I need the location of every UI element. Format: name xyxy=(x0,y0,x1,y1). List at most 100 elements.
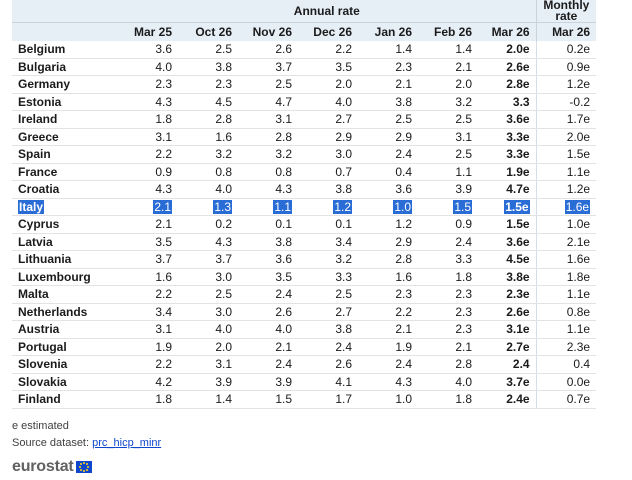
cell-value: 1.7 xyxy=(335,392,352,407)
annual-value-cell: 3.8 xyxy=(298,320,358,339)
monthly-value-cell: 1.1e xyxy=(535,320,597,339)
cell-value: 3.7 xyxy=(215,252,232,267)
annual-value-cell: 2.8 xyxy=(238,128,298,146)
cell-value: 1.0 xyxy=(393,199,412,214)
annual-value-cell: 2.1 xyxy=(358,75,418,94)
annual-value-cell: 3.5 xyxy=(118,233,178,251)
cell-value: 1.0e xyxy=(566,217,591,232)
annual-value-cell: 3.7 xyxy=(118,250,178,269)
annual-value-cell: 3.3 xyxy=(478,93,537,111)
monthly-value-cell: 0.4 xyxy=(535,355,597,374)
country-name: Finland xyxy=(18,392,61,407)
annual-value-cell: 2.1 xyxy=(118,215,178,234)
country-cell: Estonia xyxy=(12,93,118,111)
annual-value-cell: 3.1 xyxy=(118,128,178,146)
country-cell: Croatia xyxy=(12,180,118,199)
cell-value: 2.3 xyxy=(395,287,412,302)
annual-value-cell: 2.6 xyxy=(238,303,298,321)
cell-value: 0.1 xyxy=(275,217,292,232)
table-footer: e estimated Source dataset: prc_hicp_min… xyxy=(12,418,161,452)
annual-value-cell: 1.8 xyxy=(118,110,178,129)
annual-value-cell: 1.2 xyxy=(358,215,418,234)
annual-value-cell: 2.5 xyxy=(418,110,478,129)
annual-value-cell: 3.0 xyxy=(178,303,238,321)
cell-value: 2.2 xyxy=(155,287,172,302)
annual-value-cell: 1.0 xyxy=(358,198,418,216)
annual-value-cell: 1.4 xyxy=(178,390,238,409)
cell-value: 4.0 xyxy=(155,59,172,74)
annual-value-cell: 2.0e xyxy=(478,41,537,59)
table-row: Belgium 3.6 2.5 2.6 2.2 1.4 1.4 2.0e 0.2e xyxy=(12,41,597,59)
cell-value: 1.6e xyxy=(566,252,591,267)
cell-value: 2.2 xyxy=(395,304,412,319)
cell-value: 1.2e xyxy=(566,77,591,92)
annual-rate-header: Annual rate xyxy=(118,0,537,23)
cell-value: 2.0e xyxy=(506,42,530,57)
country-name: Slovakia xyxy=(18,374,67,389)
monthly-value-cell: 1.2e xyxy=(535,180,597,199)
country-name: Lithuania xyxy=(18,252,72,267)
cell-value: 3.0 xyxy=(335,147,352,162)
cell-value: 2.4 xyxy=(395,357,412,372)
country-name: Greece xyxy=(18,129,59,144)
cell-value: 4.5 xyxy=(215,94,232,109)
cell-value: 1.5 xyxy=(275,392,292,407)
annual-value-cell: 2.5 xyxy=(358,110,418,129)
monthly-value-cell: 1.1e xyxy=(535,285,597,304)
monthly-value-cell: 1.8e xyxy=(535,268,597,286)
cell-value: 2.5 xyxy=(455,112,472,127)
cell-value: 1.6 xyxy=(395,269,412,284)
annual-value-cell: 3.6e xyxy=(478,110,537,129)
annual-value-cell: 1.0 xyxy=(358,390,418,409)
source-dataset-link[interactable]: prc_hicp_minr xyxy=(92,437,162,449)
cell-value: 2.4 xyxy=(275,357,292,372)
cell-value: 3.1 xyxy=(155,322,172,337)
cell-value: 0.2e xyxy=(566,42,591,57)
annual-col-header: Dec 26 xyxy=(298,22,358,41)
annual-value-cell: 3.8e xyxy=(478,268,537,286)
annual-value-cell: 4.5e xyxy=(478,250,537,269)
annual-value-cell: 4.0 xyxy=(178,180,238,199)
country-cell: Belgium xyxy=(12,41,118,59)
table-row: Bulgaria 4.0 3.8 3.7 3.5 2.3 2.1 2.6e 0.9e xyxy=(12,58,597,76)
annual-value-cell: 4.2 xyxy=(118,373,178,391)
country-name: Ireland xyxy=(18,112,58,127)
cell-value: 3.6 xyxy=(155,42,172,57)
cell-value: 0.9 xyxy=(455,217,472,232)
cell-value: 1.8e xyxy=(566,269,591,284)
country-cell: Finland xyxy=(12,390,118,409)
annual-value-cell: 1.3 xyxy=(178,198,238,216)
table-row: Finland 1.8 1.4 1.5 1.7 1.0 1.8 2.4e 0.7e xyxy=(12,390,597,409)
cell-value: 0.0e xyxy=(566,374,591,389)
annual-value-cell: 2.0 xyxy=(418,75,478,94)
annual-value-cell: 0.8 xyxy=(178,163,238,181)
cell-value: 2.4 xyxy=(335,339,352,354)
annual-value-cell: 4.3 xyxy=(118,93,178,111)
annual-value-cell: 2.5 xyxy=(298,285,358,304)
cell-value: 4.3 xyxy=(155,182,172,197)
annual-value-cell: 2.7 xyxy=(298,303,358,321)
annual-value-cell: 3.3e xyxy=(478,128,537,146)
cell-value: 4.0 xyxy=(275,322,292,337)
cell-value: 3.6 xyxy=(275,252,292,267)
annual-value-cell: 2.9 xyxy=(358,128,418,146)
cell-value: 0.8e xyxy=(566,304,591,319)
annual-value-cell: 2.6 xyxy=(238,41,298,59)
cell-value: 1.2e xyxy=(566,182,591,197)
cell-value: 4.3 xyxy=(215,234,232,249)
source-line: Source dataset: prc_hicp_minr xyxy=(12,435,161,452)
cell-value: 3.9 xyxy=(275,374,292,389)
cell-value: 1.0 xyxy=(395,392,412,407)
cell-value: 3.2 xyxy=(275,147,292,162)
annual-value-cell: 1.5e xyxy=(478,198,537,216)
cell-value: 2.1 xyxy=(153,199,172,214)
cell-value: 2.5 xyxy=(215,287,232,302)
annual-value-cell: 3.6 xyxy=(238,250,298,269)
cell-value: 2.3 xyxy=(455,287,472,302)
estimated-note: e estimated xyxy=(12,420,69,432)
cell-value: 3.6 xyxy=(395,182,412,197)
cell-value: 2.8e xyxy=(506,77,530,92)
cell-value: 3.3 xyxy=(335,269,352,284)
cell-value: 3.0 xyxy=(215,269,232,284)
annual-value-cell: 0.1 xyxy=(298,215,358,234)
